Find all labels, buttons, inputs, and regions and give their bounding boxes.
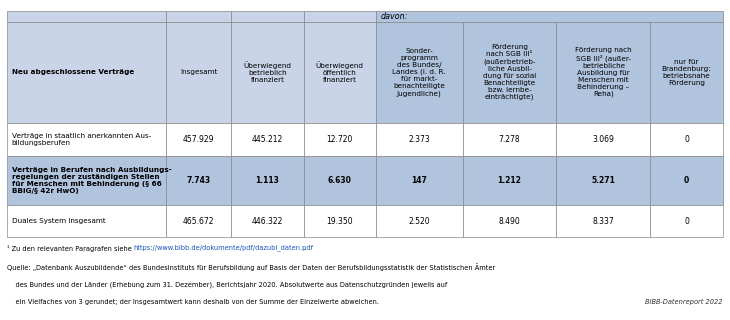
Text: 446.322: 446.322 <box>252 217 283 226</box>
Bar <box>376 123 463 156</box>
Text: 7.743: 7.743 <box>187 176 211 185</box>
Bar <box>650 22 723 123</box>
Text: Sonder-
programm
des Bundes/
Landes (i. d. R.
für markt-
benachteiligte
Jugendli: Sonder- programm des Bundes/ Landes (i. … <box>393 48 446 97</box>
Bar <box>650 205 723 237</box>
Bar <box>376 156 463 205</box>
Text: Überwiegend
öffentlich
finanziert: Überwiegend öffentlich finanziert <box>315 61 364 83</box>
Bar <box>463 123 556 156</box>
Bar <box>7 156 166 205</box>
Bar <box>304 123 376 156</box>
Bar <box>166 123 231 156</box>
Text: nur für
Brandenburg:
betriebsnahe
Förderung: nur für Brandenburg: betriebsnahe Förder… <box>661 59 712 86</box>
Text: https://www.bibb.de/dokumente/pdf/dazubi_daten.pdf: https://www.bibb.de/dokumente/pdf/dazubi… <box>133 245 313 252</box>
Text: 147: 147 <box>411 176 427 185</box>
Bar <box>166 156 231 205</box>
Text: 8.337: 8.337 <box>593 217 615 226</box>
Text: ¹ Zu den relevanten Paragrafen siehe: ¹ Zu den relevanten Paragrafen siehe <box>7 245 134 252</box>
Text: Verträge in staatlich anerkannten Aus-
bildungsberufen: Verträge in staatlich anerkannten Aus- b… <box>12 133 151 146</box>
Text: Neu abgeschlossene Verträge: Neu abgeschlossene Verträge <box>12 69 134 75</box>
Text: davon:: davon: <box>380 12 407 21</box>
Text: 0: 0 <box>684 217 689 226</box>
Text: 12.720: 12.720 <box>326 135 353 144</box>
Bar <box>304 156 376 205</box>
Bar <box>463 156 556 205</box>
Text: .: . <box>303 245 305 251</box>
Text: Förderung
nach SGB III¹
(außerbetrieb-
liche Ausbil-
dung für sozial
Benachteili: Förderung nach SGB III¹ (außerbetrieb- l… <box>483 44 536 100</box>
Bar <box>463 22 556 123</box>
Bar <box>231 22 304 123</box>
Text: 5.271: 5.271 <box>591 176 615 185</box>
Text: 457.929: 457.929 <box>183 135 215 144</box>
Text: 2.520: 2.520 <box>408 217 430 226</box>
Bar <box>556 205 650 237</box>
Text: 0: 0 <box>684 176 689 185</box>
Text: 1.212: 1.212 <box>498 176 521 185</box>
Bar <box>556 123 650 156</box>
Text: Quelle: „Datenbank Auszubildende“ des Bundesinstituts für Berufsbildung auf Basi: Quelle: „Datenbank Auszubildende“ des Bu… <box>7 263 496 271</box>
Text: 6.630: 6.630 <box>328 176 352 185</box>
Text: 2.373: 2.373 <box>408 135 430 144</box>
Text: 445.212: 445.212 <box>252 135 283 144</box>
Text: Förderung nach
SGB III² (außer-
betriebliche
Ausbildung für
Menschen mit
Behinde: Förderung nach SGB III² (außer- betriebl… <box>575 47 631 98</box>
Text: des Bundes und der Länder (Erhebung zum 31. Dezember), Berichtsjahr 2020. Absolu: des Bundes und der Länder (Erhebung zum … <box>7 281 447 288</box>
Text: Verträge in Berufen nach Ausbildungs-
regelungen der zuständigen Stellen
für Men: Verträge in Berufen nach Ausbildungs- re… <box>12 167 172 194</box>
Text: 8.490: 8.490 <box>499 217 520 226</box>
Bar <box>376 205 463 237</box>
Text: Insgesamt: Insgesamt <box>180 69 218 75</box>
Bar <box>231 156 304 205</box>
Bar <box>650 123 723 156</box>
Bar <box>166 205 231 237</box>
Bar <box>231 11 304 22</box>
Text: Überwiegend
betrieblich
finanziert: Überwiegend betrieblich finanziert <box>243 61 291 83</box>
Bar <box>7 11 166 22</box>
Bar <box>556 22 650 123</box>
Text: BIBB-Datenreport 2022: BIBB-Datenreport 2022 <box>645 299 723 305</box>
Text: 7.278: 7.278 <box>499 135 520 144</box>
Bar <box>463 205 556 237</box>
Bar <box>7 22 166 123</box>
Text: 3.069: 3.069 <box>593 135 615 144</box>
Bar <box>376 11 723 22</box>
Bar <box>304 11 376 22</box>
Bar <box>376 22 463 123</box>
Text: 465.672: 465.672 <box>183 217 215 226</box>
Text: ein Vielfaches von 3 gerundet; der Insgesamtwert kann deshalb von der Summe der : ein Vielfaches von 3 gerundet; der Insge… <box>7 299 380 305</box>
Bar <box>231 123 304 156</box>
Text: 19.350: 19.350 <box>326 217 353 226</box>
Text: 1.113: 1.113 <box>255 176 280 185</box>
Bar <box>556 156 650 205</box>
Bar <box>231 205 304 237</box>
Bar <box>166 11 231 22</box>
Bar <box>166 22 231 123</box>
Bar <box>304 22 376 123</box>
Bar <box>7 123 166 156</box>
Bar <box>650 156 723 205</box>
Text: Duales System insgesamt: Duales System insgesamt <box>12 218 105 224</box>
Bar <box>7 205 166 237</box>
Bar <box>304 205 376 237</box>
Text: 0: 0 <box>684 135 689 144</box>
